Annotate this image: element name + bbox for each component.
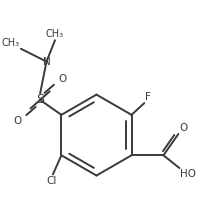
Text: O: O [14, 116, 22, 126]
Text: CH₃: CH₃ [2, 38, 20, 48]
Text: CH₃: CH₃ [46, 29, 64, 39]
Text: O: O [58, 74, 66, 84]
Text: O: O [180, 123, 188, 133]
Text: Cl: Cl [47, 176, 57, 185]
Text: F: F [145, 92, 151, 102]
Text: HO: HO [180, 169, 196, 179]
Text: N: N [43, 57, 50, 67]
Text: S: S [36, 94, 44, 106]
